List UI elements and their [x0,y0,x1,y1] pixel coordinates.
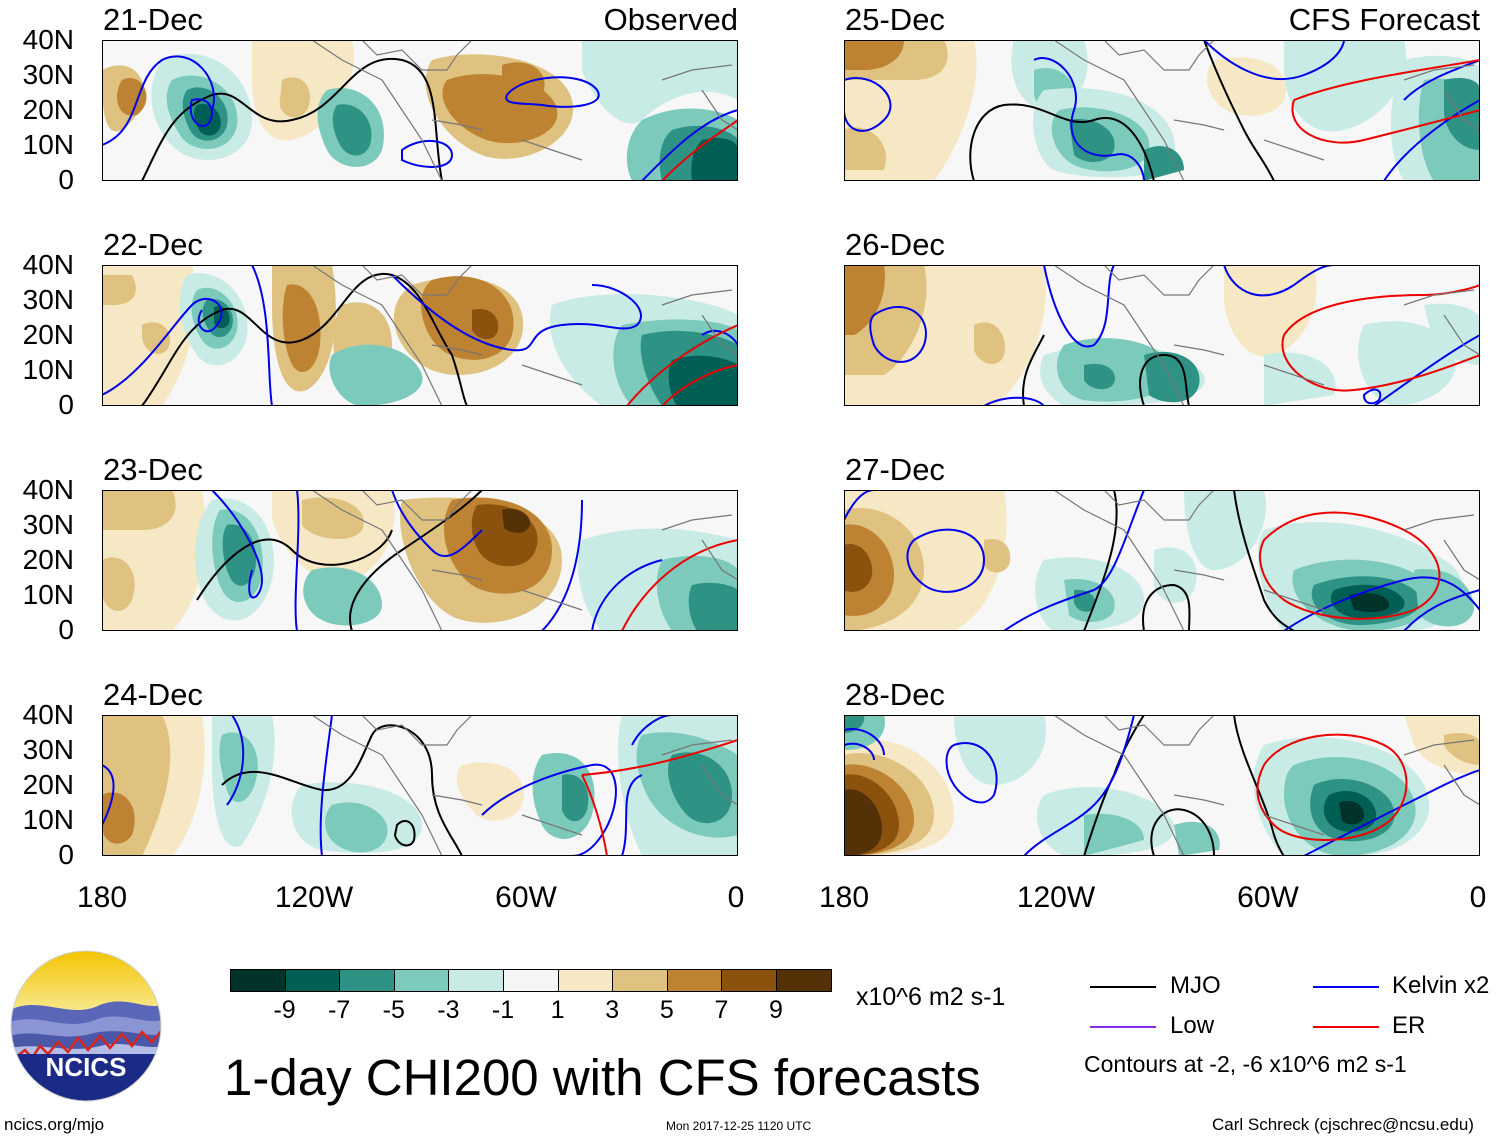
lat-label: 20N [22,544,74,575]
lat-label: 10N [22,579,74,610]
lat-label: 30N [22,509,74,540]
map-panel-28-dec [844,715,1480,856]
colorbar-tick-label: -3 [437,996,460,1024]
lat-label: 20N [22,94,74,125]
panel-date-24-dec: 24-Dec [103,677,203,712]
lon-label: 180 [818,881,870,914]
panel-date-21-dec: 21-Dec [103,2,203,37]
lat-label: 40N [22,24,74,55]
map-panel-25-dec [844,40,1480,181]
contour-note: Contours at -2, -6 x10^6 m2 s-1 [1084,1051,1407,1077]
colorbar-box [448,969,504,992]
lat-label: 20N [22,769,74,800]
lon-label: 60W [495,881,557,914]
map-panel-22-dec [102,265,738,406]
lat-label: 10N [22,804,74,835]
lat-label: 30N [22,59,74,90]
map-panel-24-dec [102,715,738,856]
colorbar-box [230,969,286,992]
map-panel-23-dec [102,490,738,631]
panel-date-25-dec: 25-Dec [845,2,945,37]
legend-line-kelvin [1313,986,1379,988]
footer-timestamp: Mon 2017-12-25 1120 UTC [666,1119,812,1133]
colorbar-box [339,969,395,992]
lat-label: 40N [22,249,74,280]
lon-label: 0 [727,881,745,914]
colorbar-box [557,969,614,992]
colorbar-tick-label: -5 [382,996,405,1024]
map-panel-21-dec [102,40,738,181]
colorbar-box [666,969,723,992]
legend-label-kelvin: Kelvin x2 [1392,972,1490,999]
lat-label: 30N [22,734,74,765]
lat-label: 20N [22,319,74,350]
colorbar-box [393,969,450,992]
colorbar-box [612,969,668,992]
observed-header: Observed [603,2,738,37]
main-title: 1-day CHI200 with CFS forecasts [224,1049,981,1106]
map-panel-27-dec [844,490,1480,631]
lon-label: 120W [1016,881,1096,914]
panel-date-22-dec: 22-Dec [103,227,203,262]
panel-date-26-dec: 26-Dec [845,227,945,262]
colorbar-box [284,969,341,992]
lon-label: 60W [1237,881,1299,914]
colorbar-tick-label: 3 [605,996,620,1024]
lat-label: 10N [22,354,74,385]
colorbar-tick-label: -7 [328,996,351,1024]
colorbar-box [776,969,832,992]
lat-label: 0 [58,614,74,645]
lon-label: 0 [1469,881,1487,914]
legend-line-er [1313,1026,1379,1028]
panel-date-23-dec: 23-Dec [103,452,203,487]
colorbar-tick-label: 1 [550,996,565,1024]
legend-label-low: Low [1170,1012,1215,1039]
ncics-logo: NCICS [10,950,162,1102]
lat-label: 0 [58,839,74,870]
colorbar-tick-label: -1 [491,996,515,1024]
lat-label: 0 [58,389,74,420]
legend-label-mjo: MJO [1170,972,1221,999]
forecast-header: CFS Forecast [1288,2,1480,37]
lat-label: 30N [22,284,74,315]
lon-label: 120W [274,881,354,914]
legend-label-er: ER [1392,1012,1426,1039]
footer-author: Carl Schreck (cjschrec@ncsu.edu) [1212,1115,1474,1134]
colorbar-tick-label: -9 [273,996,296,1024]
map-panel-26-dec [844,265,1480,406]
panel-date-27-dec: 27-Dec [845,452,945,487]
colorbar-tick-label: 7 [714,996,729,1024]
panel-date-28-dec: 28-Dec [845,677,945,712]
lon-label: 180 [76,881,128,914]
colorbar-box [503,969,559,992]
lat-label: 40N [22,699,74,730]
lat-label: 0 [58,164,74,195]
lat-label: 10N [22,129,74,160]
colorbar-units: x10^6 m2 s-1 [856,983,1006,1011]
colorbar-box [721,969,777,992]
logo-text: NCICS [46,1052,127,1082]
legend-line-low [1090,1026,1156,1028]
colorbar-tick-label: 9 [769,996,783,1024]
lat-label: 40N [22,474,74,505]
colorbar-tick-label: 5 [659,996,674,1024]
footer-url: ncics.org/mjo [4,1115,105,1134]
legend-line-mjo [1090,986,1156,988]
